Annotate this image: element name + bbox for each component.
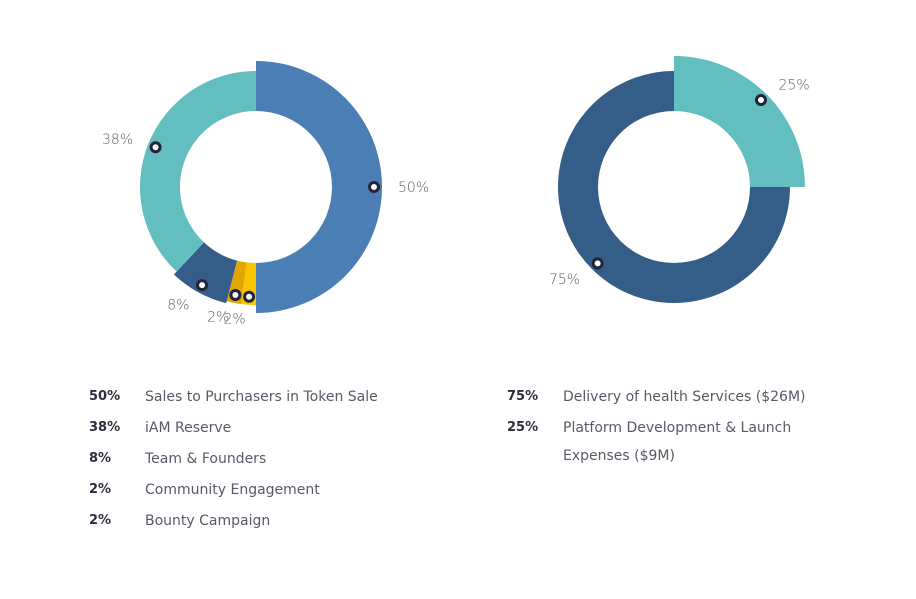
legend-pct: 25% [507, 420, 539, 435]
data-label: 75% [549, 272, 580, 288]
legend-label: Team & Founders [145, 451, 267, 467]
data-label-marker [368, 181, 380, 193]
legend-label: iAM Reserve [145, 420, 232, 436]
donut-slice[interactable] [256, 61, 382, 313]
data-label: 2% [207, 310, 229, 326]
data-label: 38% [102, 132, 133, 148]
legend-label: Delivery of health Services ($26M) [563, 389, 806, 405]
data-label: 8% [167, 297, 189, 313]
data-label-marker [243, 290, 256, 303]
legend-pct: 50% [89, 389, 121, 404]
data-label-marker [229, 289, 242, 302]
legend-label: Platform Development & Launch Expenses (… [563, 420, 792, 464]
legend-pct: 2% [89, 482, 112, 497]
donut-slice[interactable] [173, 242, 238, 304]
data-label-marker [754, 94, 767, 107]
legend-label: Sales to Purchasers in Token Sale [145, 389, 378, 405]
data-label-marker [196, 279, 209, 292]
legend-pct: 75% [507, 389, 539, 404]
legend-label: Community Engagement [145, 482, 320, 498]
legend-label: Bounty Campaign [145, 513, 271, 529]
donut-slice[interactable] [140, 71, 256, 272]
legend-pct: 8% [89, 451, 112, 466]
data-label: 25% [779, 77, 810, 93]
legend-pct: 2% [89, 513, 112, 528]
donut-slice[interactable] [558, 71, 790, 303]
data-label: 50% [398, 180, 429, 196]
data-label-marker [591, 257, 604, 270]
legend-pct: 38% [89, 420, 121, 435]
data-label: 2% [223, 312, 245, 328]
donut-slice[interactable] [674, 56, 805, 187]
data-label-marker [149, 141, 162, 154]
